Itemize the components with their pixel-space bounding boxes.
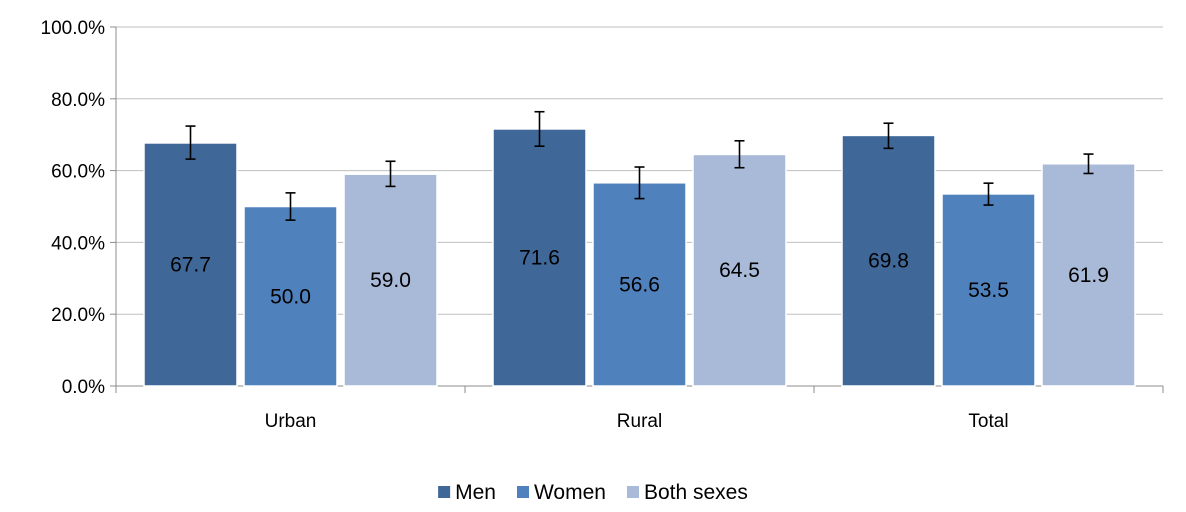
- data-label: 59.0: [370, 269, 411, 292]
- data-labels: 67.7 50.0 59.0 71.6 56.6 64.5 69.8 53.5 61.9: [170, 246, 1109, 308]
- legend-label: Men: [455, 481, 496, 504]
- bar: [1041, 163, 1136, 387]
- legend-item: Both sexes: [626, 481, 748, 504]
- bar: [692, 153, 787, 387]
- bar: [343, 173, 438, 387]
- data-label: 67.7: [170, 253, 211, 276]
- bar: [492, 128, 587, 387]
- legend-label: Women: [534, 481, 606, 504]
- error-bars: [185, 110, 1094, 221]
- bar: [243, 205, 338, 387]
- data-label: 53.5: [968, 279, 1009, 302]
- y-tick-label: 40.0%: [51, 233, 105, 254]
- legend-item: Women: [516, 481, 606, 504]
- y-tick-label: 20.0%: [51, 305, 105, 326]
- y-tick-label: 0.0%: [62, 377, 105, 398]
- data-label: 64.5: [719, 259, 760, 282]
- x-category-label: Rural: [617, 411, 662, 432]
- legend: Men Women Both sexes: [438, 481, 748, 504]
- y-tick-label: 60.0%: [51, 162, 105, 183]
- y-tick-label: 80.0%: [51, 90, 105, 111]
- legend-swatch: [438, 486, 451, 498]
- bar: [941, 193, 1036, 387]
- data-label: 50.0: [270, 285, 311, 308]
- data-label: 61.9: [1068, 264, 1109, 287]
- bar: [143, 142, 238, 387]
- x-category-label: Total: [968, 411, 1008, 432]
- bars: [143, 128, 1136, 387]
- legend-swatch: [626, 486, 639, 498]
- legend-item: Men: [438, 481, 496, 504]
- bar: [841, 134, 936, 387]
- data-label: 71.6: [519, 246, 560, 269]
- x-category-label: Urban: [265, 411, 317, 432]
- legend-swatch: [516, 486, 529, 498]
- data-label: 69.8: [868, 250, 909, 273]
- bar: [592, 182, 687, 387]
- y-tick-label: 100.0%: [41, 18, 106, 39]
- legend-label: Both sexes: [644, 481, 748, 504]
- data-label: 56.6: [619, 273, 660, 296]
